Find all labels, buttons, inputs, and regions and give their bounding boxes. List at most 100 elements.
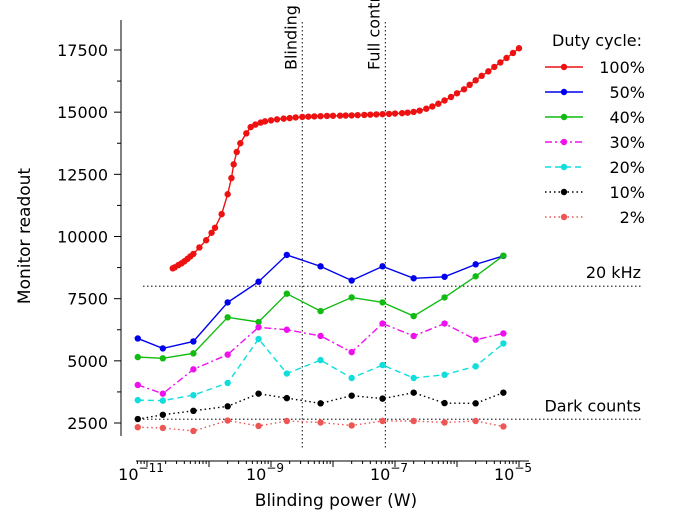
series-2-point <box>500 252 507 259</box>
series-0-point <box>224 191 231 198</box>
series-1 <box>134 251 507 352</box>
y-tick-label: 15000 <box>57 103 108 122</box>
series-3-point <box>472 336 479 343</box>
series-3-point <box>255 324 262 331</box>
series-0-point <box>286 114 293 122</box>
series-4-point <box>159 397 167 404</box>
series-0-point <box>460 86 468 93</box>
series-3-point <box>317 332 324 340</box>
series-0-point <box>243 130 250 137</box>
series-1-point <box>159 345 167 352</box>
series-3-point <box>441 320 448 327</box>
reference-lines <box>301 20 386 450</box>
series-6-point <box>283 417 291 425</box>
series-6-point <box>472 417 479 425</box>
y-tick-label: 7500 <box>67 290 108 309</box>
series-0-point <box>379 110 386 118</box>
series-1-point <box>283 251 291 259</box>
series-4-point <box>190 391 197 399</box>
series-5-point <box>379 395 386 402</box>
series-4-point <box>500 340 507 347</box>
series-2 <box>134 252 507 362</box>
legend-item: 10% <box>545 183 645 202</box>
series-6-point <box>379 417 386 425</box>
series-0-point <box>230 161 237 168</box>
series-3-point <box>348 348 355 356</box>
y-tick-label: 17500 <box>57 41 108 60</box>
legend-swatch-marker <box>560 163 568 171</box>
series-0-point <box>491 63 498 71</box>
series-0-point <box>267 117 275 124</box>
series-0-point <box>497 59 504 66</box>
series-5-point <box>283 394 291 402</box>
series-6-point <box>348 422 355 429</box>
series-0-point <box>416 107 423 114</box>
series-4 <box>134 335 507 404</box>
legend-swatch-marker <box>560 213 568 221</box>
series-0-point <box>329 112 337 119</box>
legend-item: 20% <box>545 158 645 177</box>
annotations: Blinding Full control 20 kHz Dark counts <box>281 0 641 415</box>
vline-label-1: Full control <box>364 0 383 70</box>
hline-label-0: 20 kHz <box>586 263 641 282</box>
series-5-point <box>472 400 479 407</box>
legend-item: 100% <box>545 58 645 77</box>
series-0-point <box>299 113 306 121</box>
series-3-point <box>190 366 197 373</box>
series-0-point <box>228 174 235 182</box>
series-1-point <box>441 273 448 280</box>
series-1-point <box>190 338 197 345</box>
series-5-point <box>255 390 262 397</box>
series-0-point <box>361 111 368 119</box>
series-0-point <box>211 224 219 231</box>
series-0-point <box>435 100 442 107</box>
series-0-point <box>323 112 331 120</box>
series-layer <box>134 45 523 435</box>
x-tick-label: 10−9 <box>246 461 284 484</box>
series-0-point <box>317 112 324 120</box>
series-0-point <box>485 68 492 75</box>
series-2-point <box>379 299 386 306</box>
series-3-point <box>379 320 386 327</box>
series-3-point <box>224 351 231 358</box>
y-tick-label: 5000 <box>67 352 108 371</box>
legend-swatch-marker <box>560 113 568 121</box>
series-1-point <box>472 261 479 268</box>
series-6-point <box>500 423 507 430</box>
series-0-point <box>423 105 430 112</box>
series-0-point <box>336 112 344 119</box>
legend-swatch-marker <box>560 88 568 96</box>
legend-item: 50% <box>545 83 645 102</box>
series-0-point <box>208 229 215 236</box>
legend-item: 30% <box>545 133 645 152</box>
series-0-point <box>391 110 399 117</box>
legend-item: 40% <box>545 108 645 127</box>
series-4-point <box>224 379 231 387</box>
series-0-point <box>367 111 374 118</box>
series-0-point <box>261 118 269 125</box>
series-4-point <box>134 396 141 404</box>
series-0-point <box>247 123 254 131</box>
series-5-point <box>348 392 355 399</box>
series-0-point <box>398 109 406 117</box>
series-4-point <box>283 370 291 377</box>
series-0-point <box>453 90 461 97</box>
legend-label: 10% <box>609 183 645 202</box>
series-2-point <box>134 353 141 361</box>
series-6-point <box>159 424 167 432</box>
series-5-point <box>317 400 324 407</box>
series-0-point <box>190 250 197 258</box>
series-3-point <box>283 326 291 333</box>
x-tick-label: 10−5 <box>494 461 532 484</box>
series-2-point <box>348 294 355 301</box>
legend-label: 40% <box>609 108 645 127</box>
series-0-point <box>429 103 436 110</box>
series-6-point <box>441 419 448 426</box>
legend-title: Duty cycle: <box>552 31 642 50</box>
series-5-point <box>159 411 167 418</box>
series-1-point <box>410 275 417 282</box>
series-0-point <box>237 140 244 147</box>
series-5-point <box>134 415 141 423</box>
series-0-point <box>447 93 455 101</box>
